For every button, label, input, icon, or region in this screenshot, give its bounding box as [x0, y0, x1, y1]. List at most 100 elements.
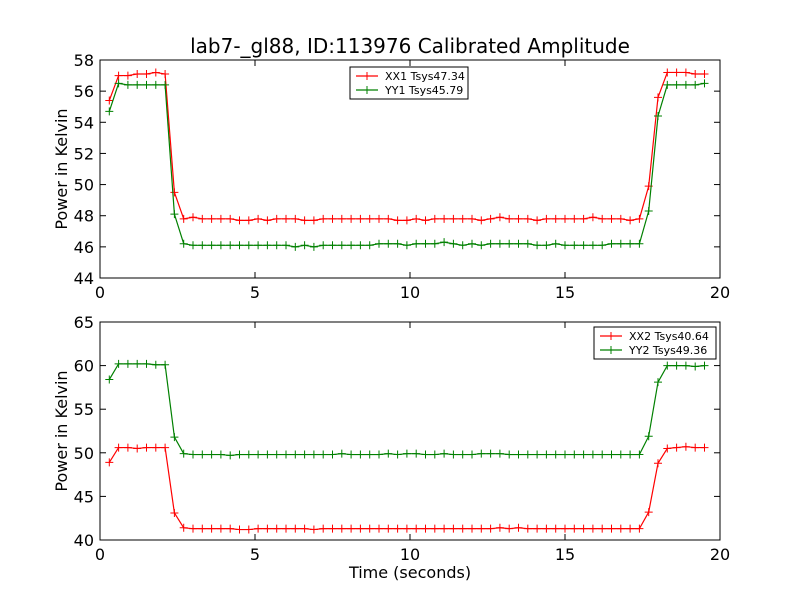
- bottom-series-0-point: [244, 525, 253, 534]
- bottom-series-1-point: [477, 449, 486, 458]
- top-series-1-point: [635, 239, 644, 248]
- bottom-series-1-point: [449, 450, 458, 459]
- top-series-1-point: [691, 80, 700, 89]
- bottom-series-0-point: [523, 524, 532, 533]
- bottom-series-1-point: [430, 450, 439, 459]
- bottom-series-0-point: [551, 524, 560, 533]
- bottom-x-axis-label: Time (seconds): [348, 563, 471, 582]
- top-y-tick-label: 46: [74, 238, 94, 257]
- bottom-series-1-point: [347, 450, 356, 459]
- top-series-1-point: [495, 239, 504, 248]
- bottom-series-0-point: [468, 524, 476, 533]
- top-series-0-point: [356, 214, 365, 223]
- top-series-0-point: [486, 214, 495, 223]
- bottom-series-1-point: [598, 450, 607, 459]
- bottom-series-1-point: [672, 361, 681, 370]
- top-series-0-point: [263, 216, 272, 225]
- bottom-y-axis-label: Power in Kelvin: [52, 370, 71, 491]
- bottom-series-1-point: [179, 449, 188, 458]
- top-series-0-point: [635, 214, 644, 223]
- bottom-series-1-point: [700, 361, 709, 370]
- top-series-1-point: [282, 241, 290, 250]
- bottom-series-0-point: [272, 524, 281, 533]
- top-series-1-point: [142, 80, 151, 89]
- top-series-0-point: [626, 216, 635, 225]
- bottom-series-0-point: [607, 524, 616, 533]
- top-series-1-point: [542, 241, 551, 250]
- bottom-series-0-point: [700, 443, 709, 452]
- bottom-series-1-point: [300, 450, 309, 459]
- bottom-series-0-point: [170, 508, 179, 517]
- bottom-series-0-point: [328, 524, 337, 533]
- top-series-1-point: [161, 80, 170, 89]
- top-series-0-point: [402, 216, 411, 225]
- bottom-series-1-point: [607, 450, 616, 459]
- bottom-x-tick-label: 5: [250, 545, 260, 564]
- bottom-series-1-point: [114, 359, 123, 368]
- top-series-0-point: [105, 96, 114, 105]
- top-series-0-point: [300, 216, 309, 225]
- bottom-legend-label-0: XX2 Tsys40.64: [629, 330, 709, 343]
- top-series-0-point: [216, 214, 225, 223]
- top-series-1-point: [505, 239, 514, 248]
- top-series-0-point: [654, 93, 662, 102]
- bottom-series-1-point: [421, 450, 430, 459]
- bottom-series-1-point: [337, 449, 346, 458]
- top-series-1-point: [551, 239, 560, 248]
- top-series-1-point: [430, 239, 439, 248]
- top-series-0-point: [226, 214, 235, 223]
- bottom-series-0-point: [458, 524, 467, 533]
- top-y-tick-label: 48: [74, 207, 94, 226]
- top-series-0-point: [607, 214, 616, 223]
- top-series-1-point: [244, 241, 253, 250]
- top-series-1-point: [644, 207, 653, 216]
- bottom-series-0-point: [319, 524, 328, 533]
- top-series-0-point: [272, 214, 281, 223]
- bottom-series-0-point: [226, 524, 235, 533]
- top-series-1-point: [291, 242, 300, 251]
- bottom-legend-marker-1: [607, 346, 615, 354]
- top-y-axis-label: Power in Kelvin: [52, 108, 71, 229]
- bottom-series-0-point: [533, 524, 542, 533]
- top-series-1-point: [616, 239, 625, 248]
- top-series-0-point: [495, 213, 504, 222]
- bottom-series-1-point: [216, 450, 225, 459]
- top-series-1-point: [533, 241, 542, 250]
- top-series-0-point: [421, 216, 430, 225]
- top-series-0-point: [347, 214, 356, 223]
- bottom-series-1-point: [105, 375, 114, 384]
- top-y-tick-label: 54: [74, 113, 94, 132]
- bottom-series-1-point: [626, 450, 635, 459]
- bottom-series-0-point: [254, 524, 263, 533]
- bottom-series-1-point: [235, 450, 244, 459]
- bottom-series-1-point: [319, 450, 328, 459]
- bottom-plot: 0 5 10 15 20 40 45 50 55 60 65 Power in Kelvin Time …: [52, 313, 730, 582]
- top-series-0-point: [700, 70, 709, 79]
- bottom-series-0-point: [588, 524, 597, 533]
- top-series-1-point: [198, 241, 207, 250]
- bottom-series-0-point: [672, 443, 681, 452]
- top-legend-marker-1: [363, 86, 371, 94]
- bottom-series-0-point: [570, 524, 579, 533]
- top-series-1-point: [514, 239, 523, 248]
- bottom-x-tick-label: 10: [400, 545, 420, 564]
- bottom-series-1-point: [681, 361, 690, 370]
- bottom-series-0-point: [542, 524, 551, 533]
- bottom-y-tick-label: 65: [74, 313, 94, 332]
- bottom-series-1-point: [161, 360, 170, 369]
- bottom-series-1-point: [486, 449, 495, 458]
- bottom-series-1-point: [402, 449, 411, 458]
- bottom-series-0-point: [114, 443, 123, 452]
- top-x-tick-label: 20: [710, 283, 730, 302]
- top-series-0-point: [430, 214, 439, 223]
- top-series-0-point: [142, 70, 151, 79]
- top-series-0-point: [449, 214, 458, 223]
- chart-title: lab7-_gl88, ID:113976 Calibrated Amplitu…: [190, 34, 630, 58]
- top-series-1-point: [123, 80, 132, 89]
- top-series-1-point: [235, 241, 244, 250]
- top-series-1-point: [654, 112, 662, 121]
- top-series-1-point: [114, 79, 123, 88]
- bottom-series-1-point: [412, 449, 421, 458]
- bottom-series-0-point: [505, 524, 514, 533]
